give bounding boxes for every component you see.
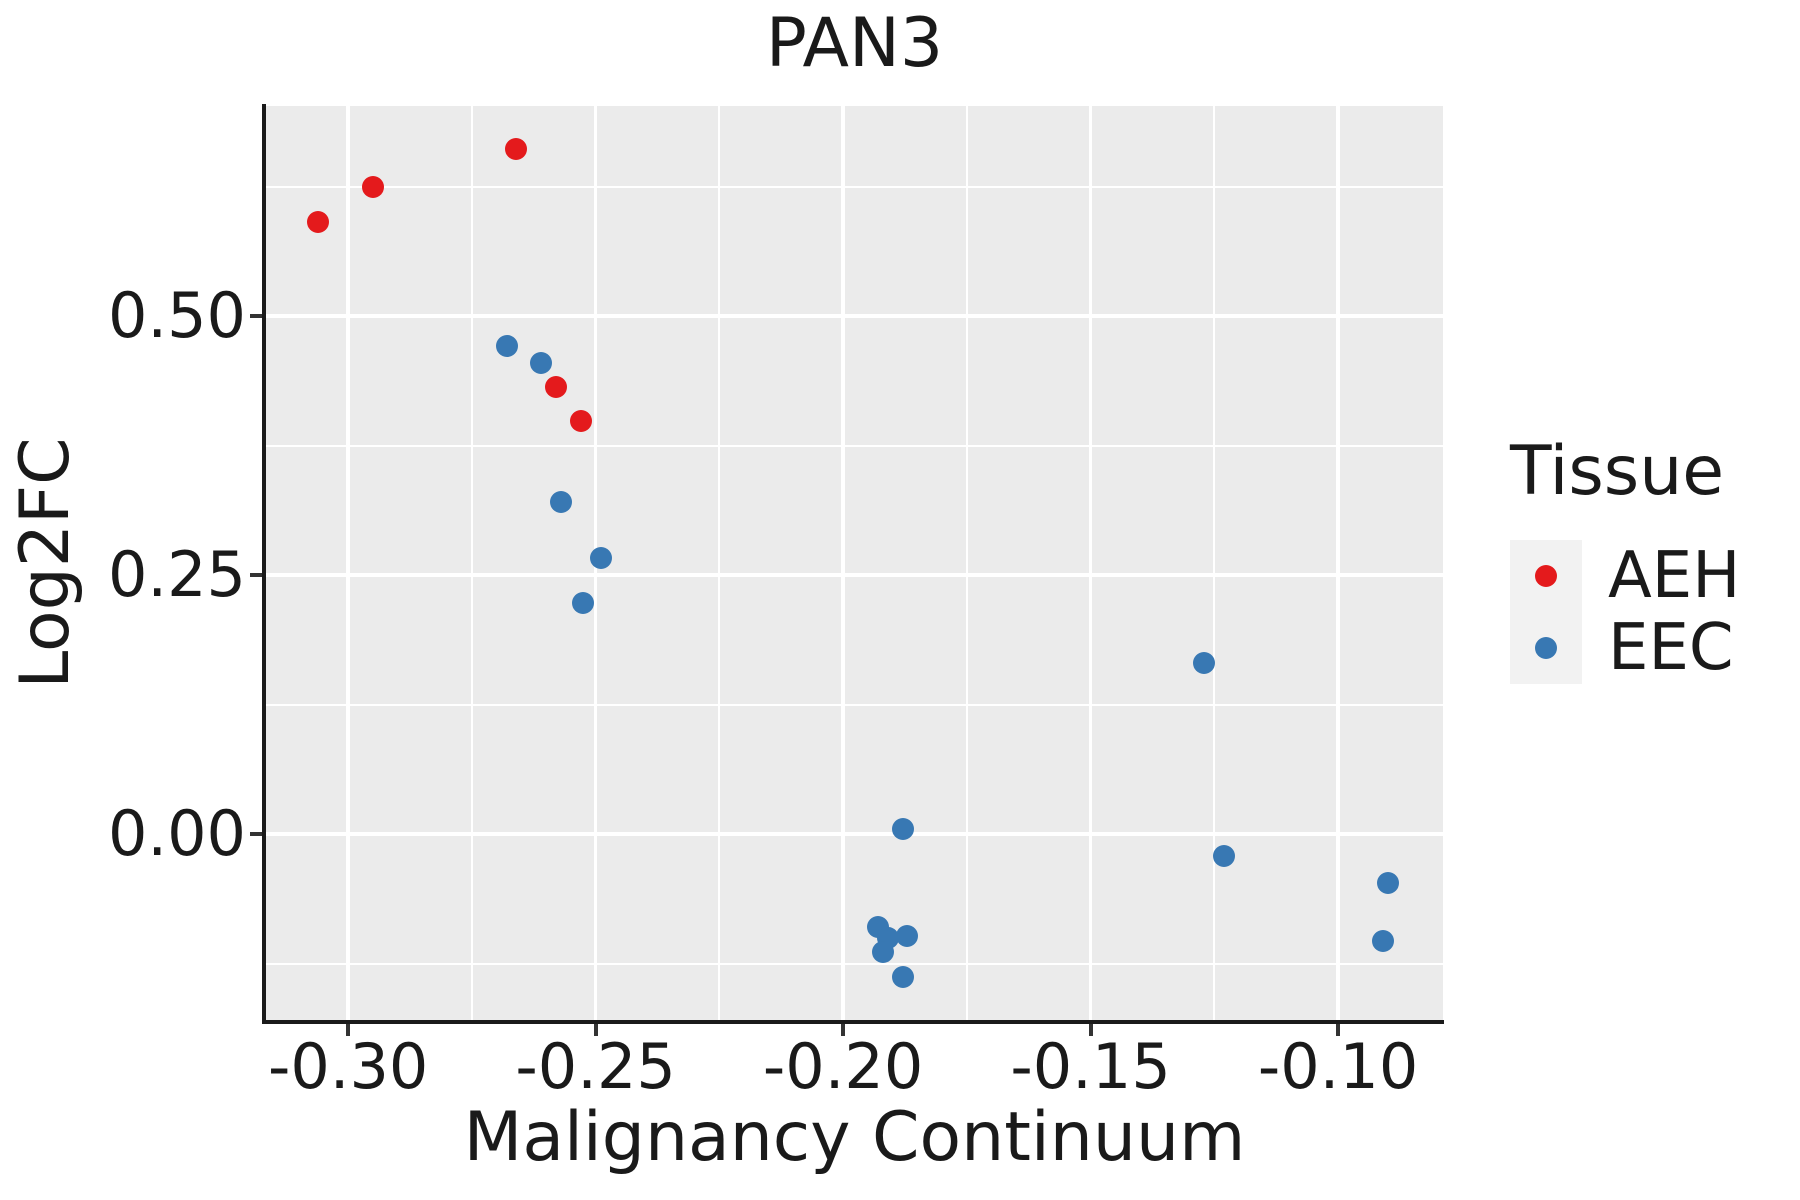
x-tick-label: -0.20 — [762, 1030, 924, 1103]
plot-panel — [266, 106, 1443, 1020]
data-point-aeh — [307, 210, 330, 233]
y-major-gridline — [266, 314, 1443, 318]
x-tick-label: -0.10 — [1257, 1030, 1419, 1103]
x-major-gridline — [1088, 106, 1093, 1020]
y-major-gridline — [266, 573, 1443, 577]
x-tick-mark — [1088, 1024, 1093, 1036]
x-minor-gridline — [718, 106, 721, 1020]
y-axis-line — [262, 104, 266, 1024]
y-tick-mark — [250, 832, 262, 837]
y-tick-label: 0.25 — [107, 538, 246, 612]
x-axis-title: Malignancy Continuum — [463, 1098, 1246, 1177]
data-point-eec — [1376, 871, 1399, 894]
x-major-gridline — [841, 106, 845, 1020]
data-point-eec — [1371, 929, 1394, 952]
legend-item-aeh: AEH — [1510, 540, 1740, 612]
legend-items: AEH EEC — [1510, 540, 1740, 684]
y-minor-gridline — [266, 703, 1443, 706]
y-tick-label: 0.00 — [107, 797, 246, 871]
x-axis-line — [262, 1020, 1444, 1024]
x-major-gridline — [1336, 106, 1340, 1020]
data-point-eec — [1193, 652, 1216, 675]
y-tick-mark — [250, 314, 262, 318]
legend-key — [1510, 612, 1582, 684]
legend-dot-icon — [1535, 565, 1557, 587]
y-tick-mark — [250, 573, 262, 578]
y-minor-gridline — [266, 444, 1443, 447]
legend-dot-icon — [1535, 637, 1557, 659]
legend: Tissue AEH EEC — [1510, 432, 1740, 684]
x-minor-gridline — [965, 106, 968, 1020]
x-tick-mark — [1336, 1024, 1341, 1036]
data-point-eec — [530, 351, 553, 374]
legend-title: Tissue — [1510, 432, 1725, 511]
legend-item-eec: EEC — [1510, 612, 1740, 684]
y-minor-gridline — [266, 185, 1443, 188]
x-tick-label: -0.30 — [267, 1030, 429, 1103]
legend-item-label: AEH — [1608, 539, 1741, 613]
data-point-aeh — [569, 409, 592, 432]
x-tick-label: -0.25 — [515, 1030, 676, 1103]
x-minor-gridline — [1213, 106, 1216, 1020]
data-point-aeh — [505, 138, 528, 161]
legend-item-label: EEC — [1608, 611, 1734, 685]
y-minor-gridline — [266, 962, 1443, 965]
x-tick-label: -0.15 — [1010, 1030, 1171, 1103]
data-point-eec — [572, 591, 595, 614]
plot-title: PAN3 — [765, 4, 944, 83]
data-point-aeh — [545, 376, 568, 399]
data-point-eec — [891, 966, 914, 988]
x-minor-gridline — [470, 106, 473, 1020]
data-point-eec — [549, 491, 572, 514]
data-point-eec — [891, 817, 914, 840]
y-axis-title: Log2FC — [6, 437, 85, 689]
data-point-aeh — [361, 175, 384, 198]
x-major-gridline — [346, 106, 350, 1020]
x-tick-mark — [841, 1024, 846, 1036]
y-tick-label: 0.50 — [107, 279, 246, 352]
data-point-eec — [871, 941, 894, 964]
data-point-eec — [896, 924, 919, 947]
y-major-gridline — [266, 832, 1443, 836]
data-point-eec — [1213, 844, 1236, 867]
data-point-eec — [495, 335, 518, 358]
x-tick-mark — [593, 1024, 598, 1036]
data-point-eec — [589, 547, 612, 570]
x-tick-mark — [346, 1024, 351, 1036]
legend-key — [1510, 540, 1582, 612]
